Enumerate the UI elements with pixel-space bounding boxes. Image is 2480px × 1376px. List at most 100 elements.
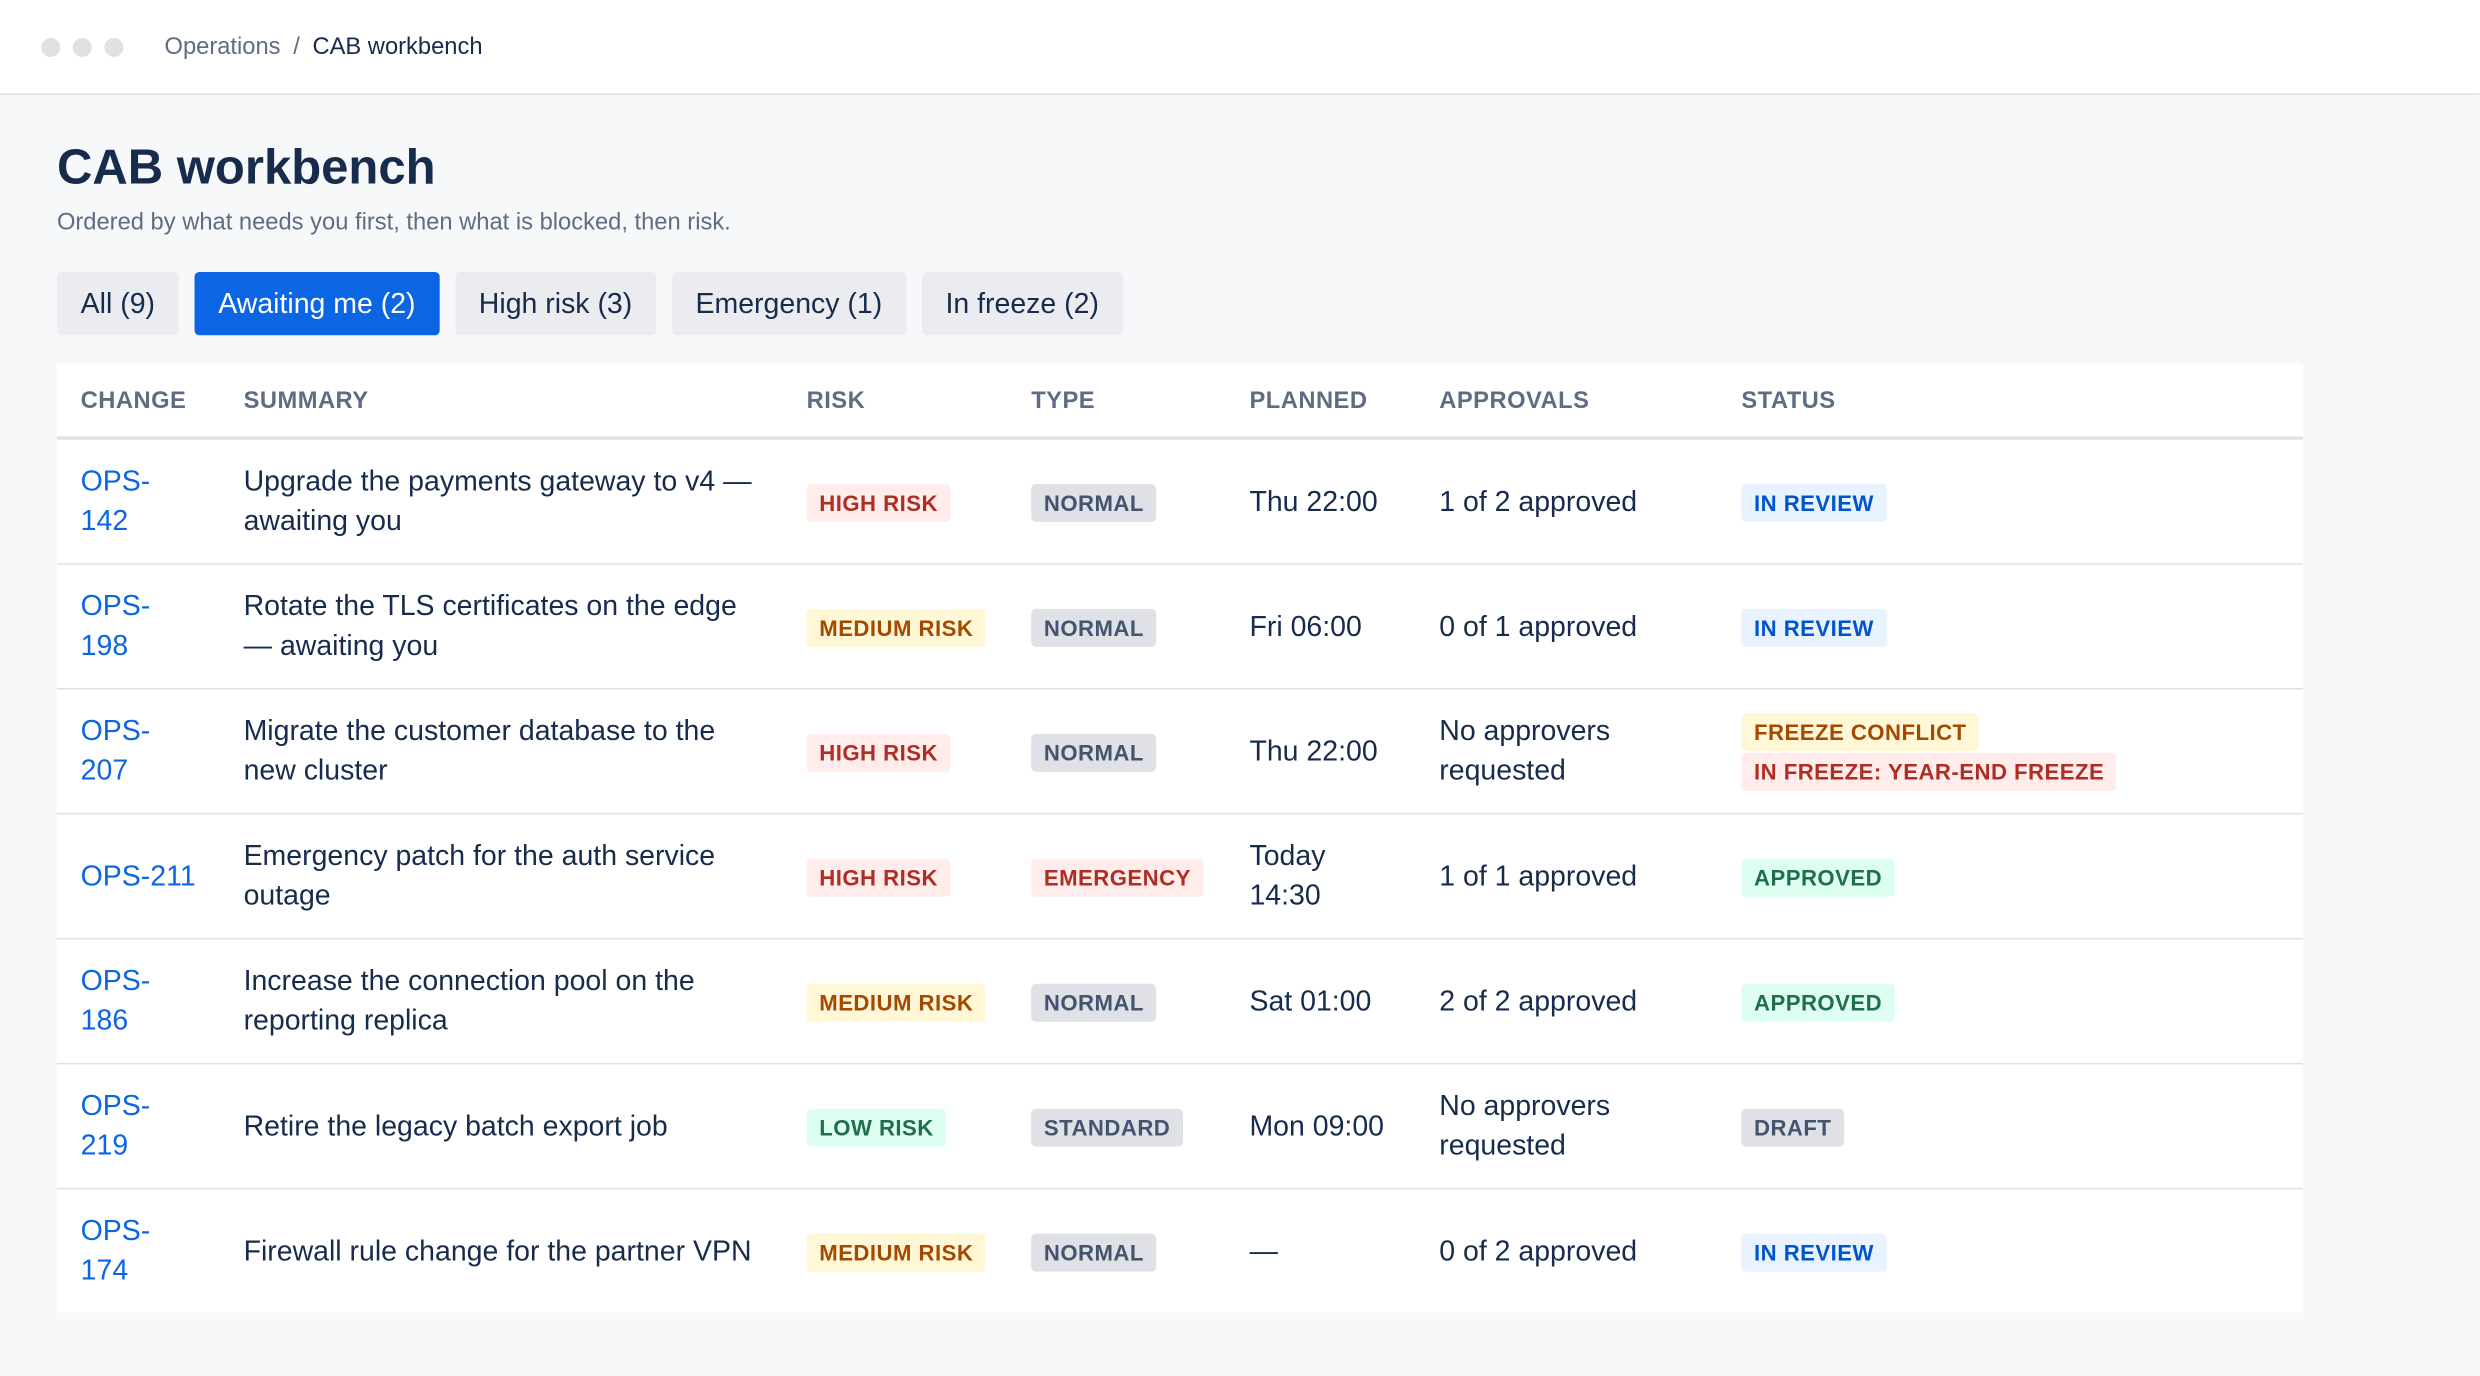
risk-badge: HIGH RISK: [806, 858, 951, 896]
status-cell: DRAFT: [1717, 1063, 2303, 1190]
planned: Thu 22:00: [1225, 438, 1416, 565]
column-header: RISK: [782, 363, 1008, 440]
change-id[interactable]: OPS-186: [56, 938, 220, 1065]
table-body: OPS-142 Upgrade the payments gateway to v…: [56, 438, 2303, 1313]
summary: Upgrade the payments gateway to v4 — awa…: [219, 438, 783, 565]
risk-cell: HIGH RISK: [782, 438, 1008, 565]
status-badge: IN REVIEW: [1741, 1232, 1887, 1271]
changes-table: CHANGE SUMMARY RISK TYPE PLANNED APPROVALS STA…: [56, 363, 2303, 1313]
filter-tab[interactable]: High risk (3): [455, 272, 656, 336]
filter-tab[interactable]: In freeze (2): [921, 272, 1123, 336]
risk-badge: LOW RISK: [806, 1107, 947, 1146]
type-cell: NORMAL: [1007, 938, 1226, 1065]
status-badge: DRAFT: [1741, 1107, 1845, 1146]
column-header: SUMMARY: [219, 363, 783, 440]
change-row: OPS-198 Rotate the TLS certificates on th…: [56, 563, 2303, 690]
status-cell: APPROVED: [1717, 938, 2303, 1065]
column-header: TYPE: [1007, 363, 1226, 440]
type-badge: NORMAL: [1031, 1232, 1157, 1271]
change-row: OPS-207 Migrate the customer database to …: [56, 688, 2303, 815]
risk-badge: MEDIUM RISK: [806, 982, 987, 1021]
approvals: 1 of 1 approved: [1415, 813, 1718, 940]
column-header: PLANNED: [1225, 363, 1416, 440]
type-badge: NORMAL: [1031, 608, 1157, 647]
breadcrumb-parent[interactable]: Operations: [164, 33, 281, 61]
breadcrumb: Operations / CAB workbench: [164, 33, 482, 60]
risk-cell: MEDIUM RISK: [782, 563, 1008, 690]
planned: Mon 09:00: [1225, 1063, 1416, 1190]
filter-tab[interactable]: All (9): [56, 272, 179, 336]
column-header: APPROVALS: [1415, 363, 1718, 440]
filter-tabs: All (9) Awaiting me (2) High risk (3) Emerg…: [56, 272, 1123, 336]
risk-badge: HIGH RISK: [806, 733, 951, 772]
window-dot: [104, 37, 124, 57]
type-badge: STANDARD: [1031, 1107, 1183, 1146]
type-cell: EMERGENCY: [1007, 813, 1226, 940]
change-id[interactable]: OPS-142: [56, 438, 220, 565]
status-badge: IN REVIEW: [1741, 483, 1887, 522]
risk-cell: HIGH RISK: [782, 813, 1008, 940]
top-bar: Operations / CAB workbench: [0, 0, 2480, 95]
planned: Thu 22:00: [1225, 688, 1416, 815]
type-cell: STANDARD: [1007, 1063, 1226, 1190]
summary: Retire the legacy batch export job: [219, 1063, 783, 1190]
filter-tab[interactable]: Awaiting me (2): [194, 272, 440, 336]
status-badge: APPROVED: [1741, 982, 1895, 1021]
planned: Sat 01:00: [1225, 938, 1416, 1065]
risk-cell: LOW RISK: [782, 1063, 1008, 1190]
risk-cell: MEDIUM RISK: [783, 1189, 1008, 1313]
window-dot: [41, 37, 61, 57]
status-cell: FREEZE CONFLICT IN FREEZE: YEAR-END FREEZ…: [1717, 688, 2303, 815]
type-badge: NORMAL: [1031, 982, 1157, 1021]
change-id[interactable]: OPS-219: [56, 1063, 220, 1190]
type-cell: NORMAL: [1007, 438, 1226, 565]
risk-badge: MEDIUM RISK: [806, 1232, 987, 1271]
approvals: 1 of 2 approved: [1415, 438, 1718, 565]
risk-cell: MEDIUM RISK: [782, 938, 1008, 1065]
type-badge: EMERGENCY: [1031, 858, 1204, 896]
status-cell: IN REVIEW: [1717, 563, 2303, 690]
type-cell: NORMAL: [1007, 563, 1226, 690]
page-subtitle: Ordered by what needs you first, then wh…: [56, 208, 731, 236]
type-badge: NORMAL: [1031, 733, 1157, 772]
status-badge: IN REVIEW: [1741, 608, 1887, 647]
change-row: OPS-174 Firewall rule change for the part…: [57, 1189, 2303, 1313]
planned: —: [1249, 1234, 1278, 1267]
risk-badge: MEDIUM RISK: [806, 608, 987, 647]
approvals: No approvers requested: [1415, 688, 1718, 815]
planned: Today 14:30: [1225, 813, 1416, 940]
status-cell: IN REVIEW: [1717, 438, 2303, 565]
column-header: CHANGE: [56, 363, 220, 440]
status-badge: IN FREEZE: YEAR-END FREEZE: [1741, 752, 2117, 791]
summary: Firewall rule change for the partner VPN: [243, 1234, 752, 1267]
change-row: OPS-142 Upgrade the payments gateway to v…: [56, 438, 2303, 565]
summary: Migrate the customer database to the new…: [219, 688, 783, 815]
change-row: OPS-219 Retire the legacy batch export jo…: [56, 1063, 2303, 1190]
change-row: OPS-211 Emergency patch for the auth serv…: [56, 813, 2303, 940]
column-header: STATUS: [1717, 363, 2303, 440]
approvals: No approvers requested: [1415, 1063, 1718, 1190]
filter-tab[interactable]: Emergency (1): [671, 272, 906, 336]
summary: Emergency patch for the auth service out…: [219, 813, 783, 940]
approvals: 2 of 2 approved: [1415, 938, 1718, 1065]
risk-badge: HIGH RISK: [806, 483, 951, 522]
change-id[interactable]: OPS-211: [56, 813, 220, 940]
type-cell: NORMAL: [1007, 688, 1226, 815]
change-id[interactable]: OPS-198: [56, 563, 220, 690]
window-dot: [72, 37, 92, 57]
change-id[interactable]: OPS-207: [56, 688, 220, 815]
approvals: 0 of 1 approved: [1415, 563, 1718, 690]
type-badge: NORMAL: [1031, 483, 1157, 522]
planned: Fri 06:00: [1225, 563, 1416, 690]
change-id[interactable]: OPS-174: [80, 1214, 151, 1286]
breadcrumb-separator: /: [293, 33, 300, 61]
status-badge: FREEZE CONFLICT: [1741, 713, 1980, 752]
approvals: 0 of 2 approved: [1439, 1234, 1638, 1267]
breadcrumb-current: CAB workbench: [312, 33, 483, 61]
status-cell: APPROVED: [1717, 813, 2303, 940]
status-cell: IN REVIEW: [1718, 1189, 2303, 1313]
risk-cell: HIGH RISK: [782, 688, 1008, 815]
status-badge: APPROVED: [1741, 858, 1895, 896]
